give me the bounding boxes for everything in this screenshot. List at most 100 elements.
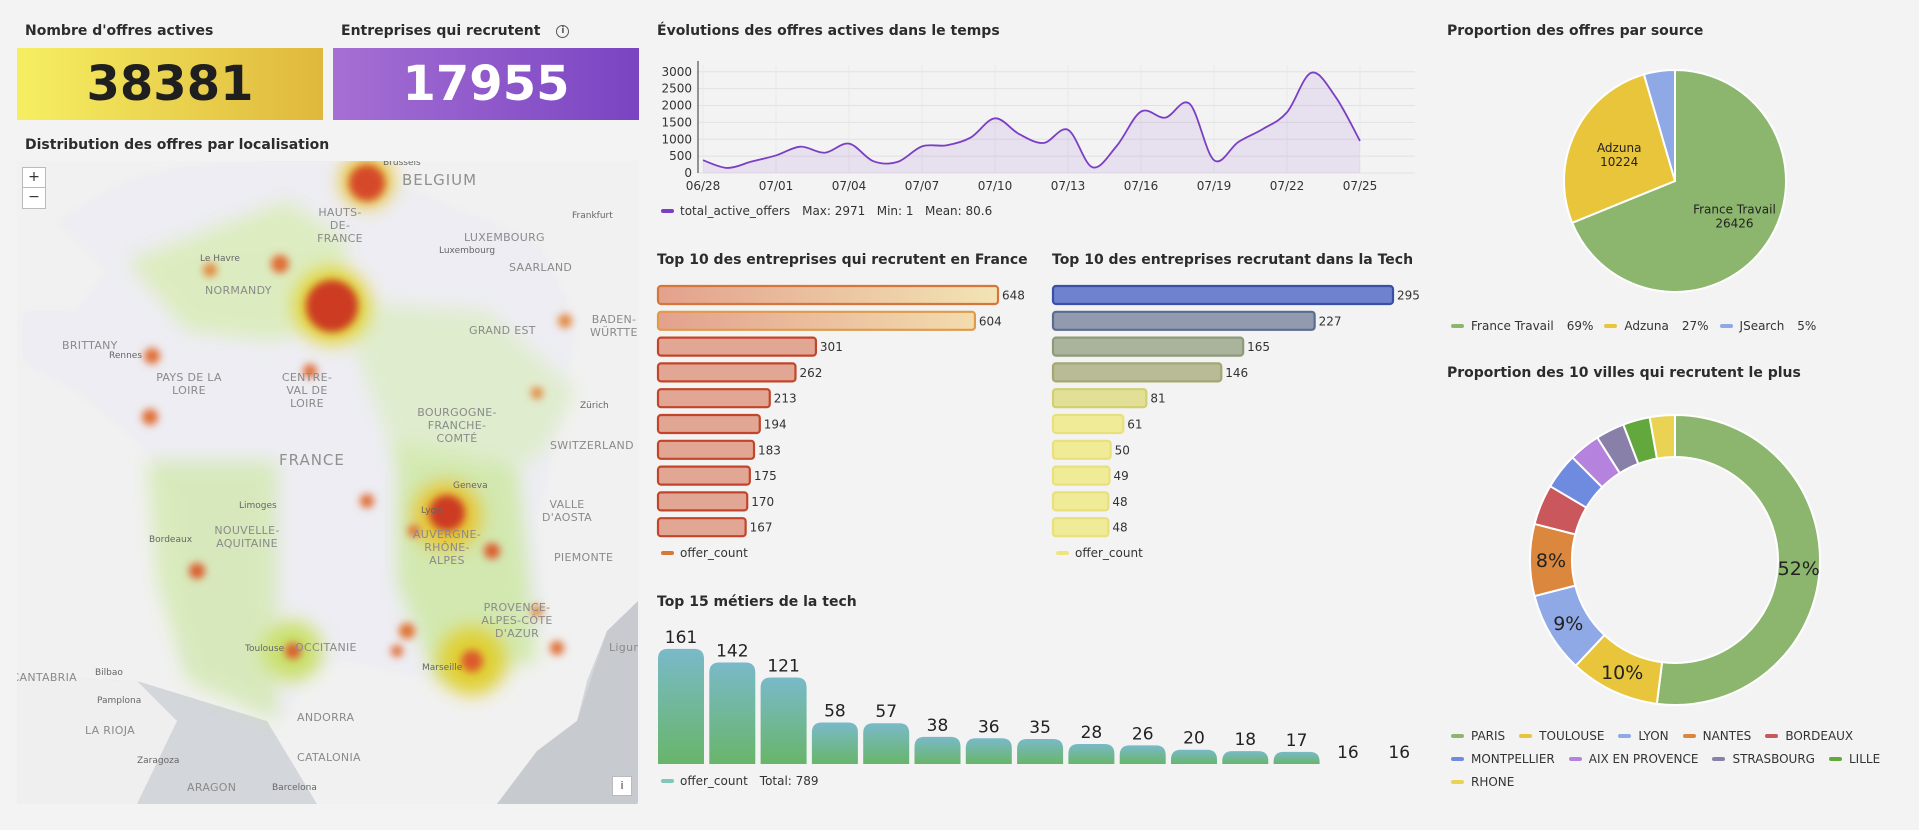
legend-item[interactable]: AIX EN PROVENCE <box>1569 752 1699 766</box>
jobs-title: Top 15 métiers de la tech <box>657 594 857 610</box>
legend-item[interactable]: France Travail 69% <box>1451 319 1593 333</box>
legend-item[interactable]: TOULOUSE <box>1519 729 1604 743</box>
bar-value-label: 18 <box>1234 730 1256 750</box>
zoom-out-button[interactable]: − <box>22 187 46 209</box>
bar-value-label: 26 <box>1132 724 1154 744</box>
bar-value-label: 170 <box>751 495 774 509</box>
map-label: LA RIOJA <box>85 724 135 737</box>
bar[interactable] <box>658 649 704 764</box>
bar[interactable] <box>1053 286 1393 304</box>
bar-value-label: 58 <box>824 702 846 722</box>
slice-percent: 8% <box>1536 550 1566 572</box>
source-legend[interactable]: France Travail 69% Adzuna 27% JSearch 5% <box>1451 319 1827 333</box>
bar[interactable] <box>658 312 975 330</box>
bar[interactable] <box>863 723 909 764</box>
bar[interactable] <box>658 518 746 536</box>
map-label: BELGIUM <box>402 171 477 189</box>
x-tick-label: 07/01 <box>759 179 794 193</box>
bar-value-label: 50 <box>1115 443 1130 457</box>
map-label: ANDORRA <box>297 711 354 724</box>
top-tech-chart[interactable]: 295 227 165 146 81 61 50 49 48 48 <box>1045 280 1435 540</box>
bar[interactable] <box>658 415 760 433</box>
legend-item[interactable]: MONTPELLIER <box>1451 752 1555 766</box>
legend-item[interactable]: LILLE <box>1829 752 1880 766</box>
legend-item[interactable]: NANTES <box>1683 729 1752 743</box>
cities-donut-chart[interactable]: 52% 10% 9% 8% <box>1510 400 1840 720</box>
map-city: Pamplona <box>97 696 141 706</box>
bar[interactable] <box>658 363 795 381</box>
cities-legend[interactable]: PARIS TOULOUSE LYON NANTES BORDEAUX MONTPELLI… <box>1451 727 1911 796</box>
bar[interactable] <box>658 286 998 304</box>
bar[interactable] <box>1053 389 1146 407</box>
legend-swatch <box>1712 757 1725 761</box>
legend-item[interactable]: PARIS <box>1451 729 1505 743</box>
map-city: Rennes <box>109 351 142 361</box>
bar[interactable] <box>658 338 816 356</box>
map-info-button[interactable]: i <box>612 776 632 796</box>
x-tick-label: 06/28 <box>686 179 721 193</box>
bar[interactable] <box>812 723 858 764</box>
map-city: Marseille <box>422 663 462 673</box>
top-tech-legend-label: offer_count <box>1075 546 1143 560</box>
legend-label: BORDEAUX <box>1785 729 1853 743</box>
bar[interactable] <box>1171 750 1217 764</box>
legend-item[interactable]: LYON <box>1618 729 1668 743</box>
bar[interactable] <box>1222 751 1268 764</box>
bar[interactable] <box>1053 363 1221 381</box>
bar-value-label: 227 <box>1319 314 1342 328</box>
y-tick-label: 0 <box>684 166 692 180</box>
bar[interactable] <box>1053 467 1109 485</box>
legend-label: NANTES <box>1703 729 1752 743</box>
bar[interactable] <box>966 738 1012 764</box>
bar[interactable] <box>658 492 747 510</box>
map-label: BOURGOGNE-FRANCHE-COMTÉ <box>412 406 502 445</box>
bar[interactable] <box>658 389 770 407</box>
bar[interactable] <box>1120 745 1166 764</box>
bar[interactable] <box>1053 492 1108 510</box>
map-label: CANTABRIA <box>17 671 77 684</box>
top-companies-legend[interactable]: offer_count <box>661 546 748 560</box>
legend-item[interactable]: Adzuna 27% <box>1604 319 1708 333</box>
bar[interactable] <box>1053 441 1111 459</box>
kpi-active-offers-value: 38381 <box>17 48 323 120</box>
bar[interactable] <box>709 662 755 764</box>
legend-item[interactable]: STRASBOURG <box>1712 752 1815 766</box>
slice-value: 26426 <box>1715 217 1753 231</box>
bar[interactable] <box>1068 744 1114 764</box>
bar[interactable] <box>1053 415 1123 433</box>
y-tick-label: 2000 <box>661 99 692 113</box>
timeline-chart[interactable]: 0 500 1000 1500 2000 2500 3000 06/28 07/01 07/04… <box>650 55 1420 200</box>
legend-label: STRASBOURG <box>1732 752 1815 766</box>
map-city: Bordeaux <box>149 535 192 545</box>
bar[interactable] <box>658 441 754 459</box>
bar[interactable] <box>658 467 750 485</box>
bar[interactable] <box>1053 312 1315 330</box>
map-city: Toulouse <box>245 644 284 654</box>
map-city: Barcelona <box>272 783 317 793</box>
bar[interactable] <box>915 737 961 764</box>
bar[interactable] <box>1274 752 1320 764</box>
legend-item[interactable]: BORDEAUX <box>1765 729 1853 743</box>
map-label: SWITZERLAND <box>550 439 638 452</box>
jobs-legend[interactable]: offer_count Total: 789 <box>661 774 819 788</box>
bar[interactable] <box>761 677 807 764</box>
legend-item[interactable]: RHONE <box>1451 775 1514 789</box>
info-icon[interactable]: i <box>556 25 569 38</box>
legend-item[interactable]: JSearch 5% <box>1720 319 1817 333</box>
map-label: ARAGON <box>187 781 236 794</box>
top-tech-legend[interactable]: offer_count <box>1056 546 1143 560</box>
legend-percent: 27% <box>1682 319 1709 333</box>
zoom-in-button[interactable]: + <box>22 167 46 189</box>
bar[interactable] <box>1017 739 1063 764</box>
bar[interactable] <box>1053 338 1243 356</box>
bar-value-label: 17 <box>1286 731 1308 751</box>
heatmap-map[interactable]: + − i BELGIUM HAUTS-DE-FRANCE LUXEMBOURG… <box>17 161 638 804</box>
timeline-legend[interactable]: total_active_offers Max: 2971 Min: 1 Mea… <box>661 204 992 218</box>
y-tick-label: 1500 <box>661 115 692 129</box>
jobs-chart[interactable]: 161 142 121 58 57 38 36 35 28 26 20 18 17 16 16 <box>650 620 1430 770</box>
bar[interactable] <box>1053 518 1108 536</box>
kpi-companies-value: 17955 <box>333 48 639 120</box>
map-title: Distribution des offres par localisation <box>25 137 329 153</box>
